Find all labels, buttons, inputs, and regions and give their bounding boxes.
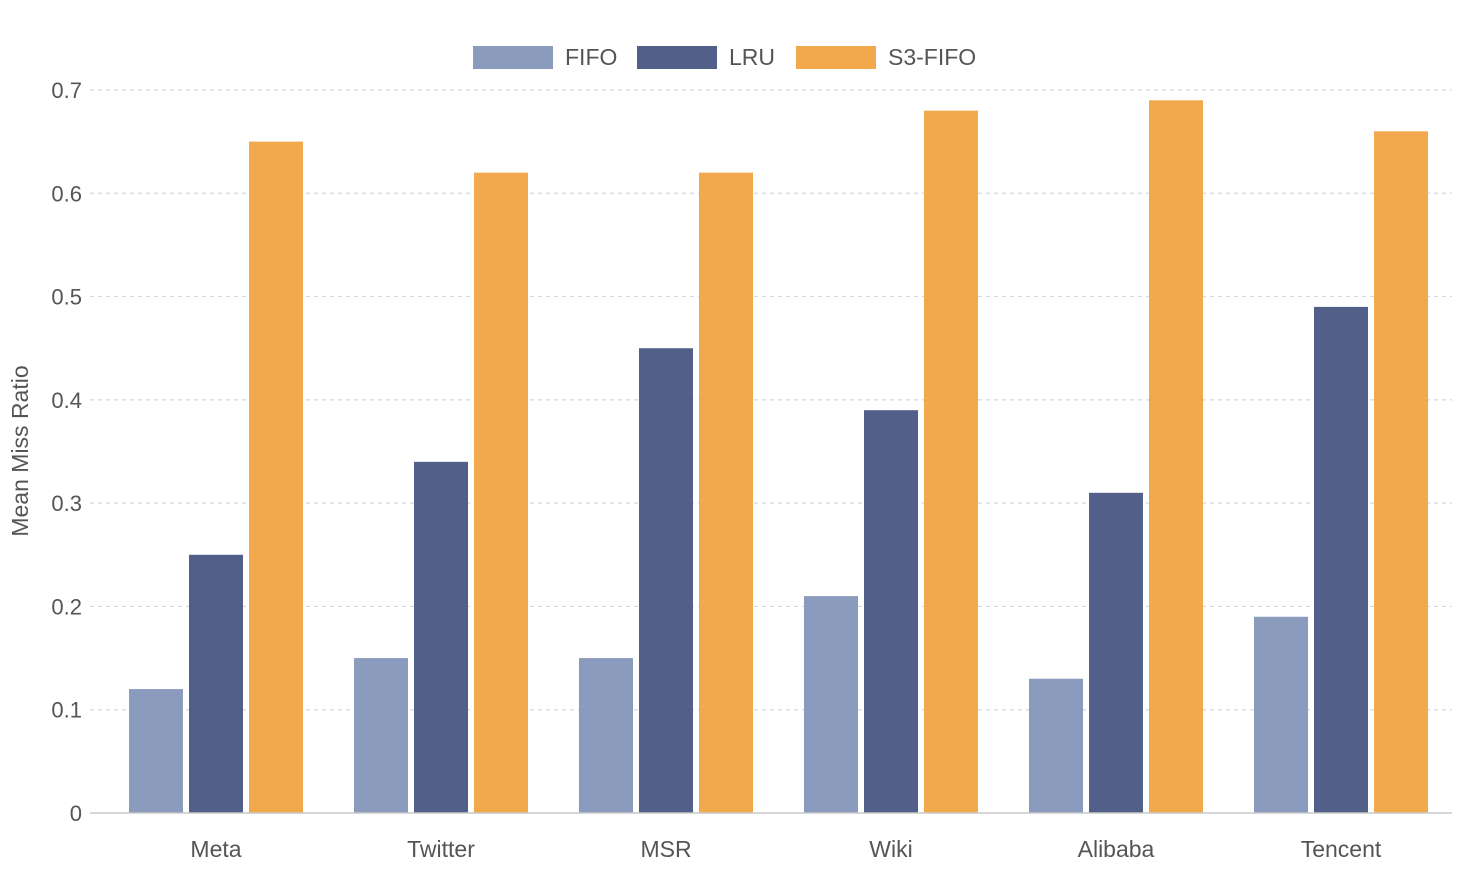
legend-item-fifo[interactable]: FIFO bbox=[473, 44, 617, 70]
bar-s3-fifo-twitter bbox=[474, 172, 528, 814]
bar-fifo-alibaba bbox=[1029, 678, 1083, 813]
bar-s3-fifo-tencent bbox=[1374, 131, 1428, 814]
y-tick-label: 0 bbox=[70, 801, 82, 826]
legend-swatch bbox=[473, 46, 553, 69]
bar-lru-tencent bbox=[1314, 306, 1368, 813]
legend-item-s3-fifo[interactable]: S3-FIFO bbox=[796, 44, 976, 70]
x-tick-label: Wiki bbox=[869, 836, 912, 862]
y-tick-label: 0.4 bbox=[51, 388, 82, 413]
legend-label: LRU bbox=[729, 44, 775, 70]
bar-lru-twitter bbox=[414, 461, 468, 813]
legend-swatch bbox=[796, 46, 876, 69]
y-tick-label: 0.5 bbox=[51, 285, 82, 310]
grid-lines bbox=[90, 89, 1452, 711]
bar-s3-fifo-msr bbox=[699, 172, 753, 814]
bar-lru-alibaba bbox=[1089, 492, 1143, 813]
bar-fifo-msr bbox=[579, 658, 633, 813]
y-tick-label: 0.3 bbox=[51, 491, 82, 516]
x-tick-label: Meta bbox=[190, 836, 241, 862]
legend: FIFO LRU S3-FIFO bbox=[473, 44, 976, 70]
x-tick-label: Tencent bbox=[1301, 836, 1382, 862]
legend-label: S3-FIFO bbox=[888, 44, 976, 70]
bar-lru-msr bbox=[639, 348, 693, 813]
x-tick-label: Alibaba bbox=[1078, 836, 1155, 862]
y-tick-label: 0.6 bbox=[51, 181, 82, 206]
legend-swatch bbox=[637, 46, 717, 69]
y-tick-label: 0.2 bbox=[51, 594, 82, 619]
bar-s3-fifo-alibaba bbox=[1149, 100, 1203, 814]
x-tick-label: MSR bbox=[640, 836, 691, 862]
legend-item-lru[interactable]: LRU bbox=[637, 44, 775, 70]
bar-s3-fifo-meta bbox=[249, 141, 303, 814]
bar-fifo-wiki bbox=[804, 596, 858, 813]
bar-s3-fifo-wiki bbox=[924, 110, 978, 813]
bar-fifo-meta bbox=[129, 689, 183, 813]
bars bbox=[129, 100, 1428, 814]
legend-label: FIFO bbox=[565, 44, 617, 70]
axes: 0 0.1 0.2 0.3 0.4 0.5 0.6 0.7 Meta Twitter MSR Wiki… bbox=[51, 78, 1452, 862]
y-tick-label: 0.1 bbox=[51, 698, 82, 723]
x-tick-label: Twitter bbox=[407, 836, 475, 862]
bar-lru-wiki bbox=[864, 410, 918, 813]
bar-fifo-tencent bbox=[1254, 616, 1308, 813]
bar-fifo-twitter bbox=[354, 658, 408, 813]
y-axis-title: Mean Miss Ratio bbox=[7, 365, 33, 536]
bar-lru-meta bbox=[189, 554, 243, 813]
y-tick-label: 0.7 bbox=[51, 78, 82, 103]
